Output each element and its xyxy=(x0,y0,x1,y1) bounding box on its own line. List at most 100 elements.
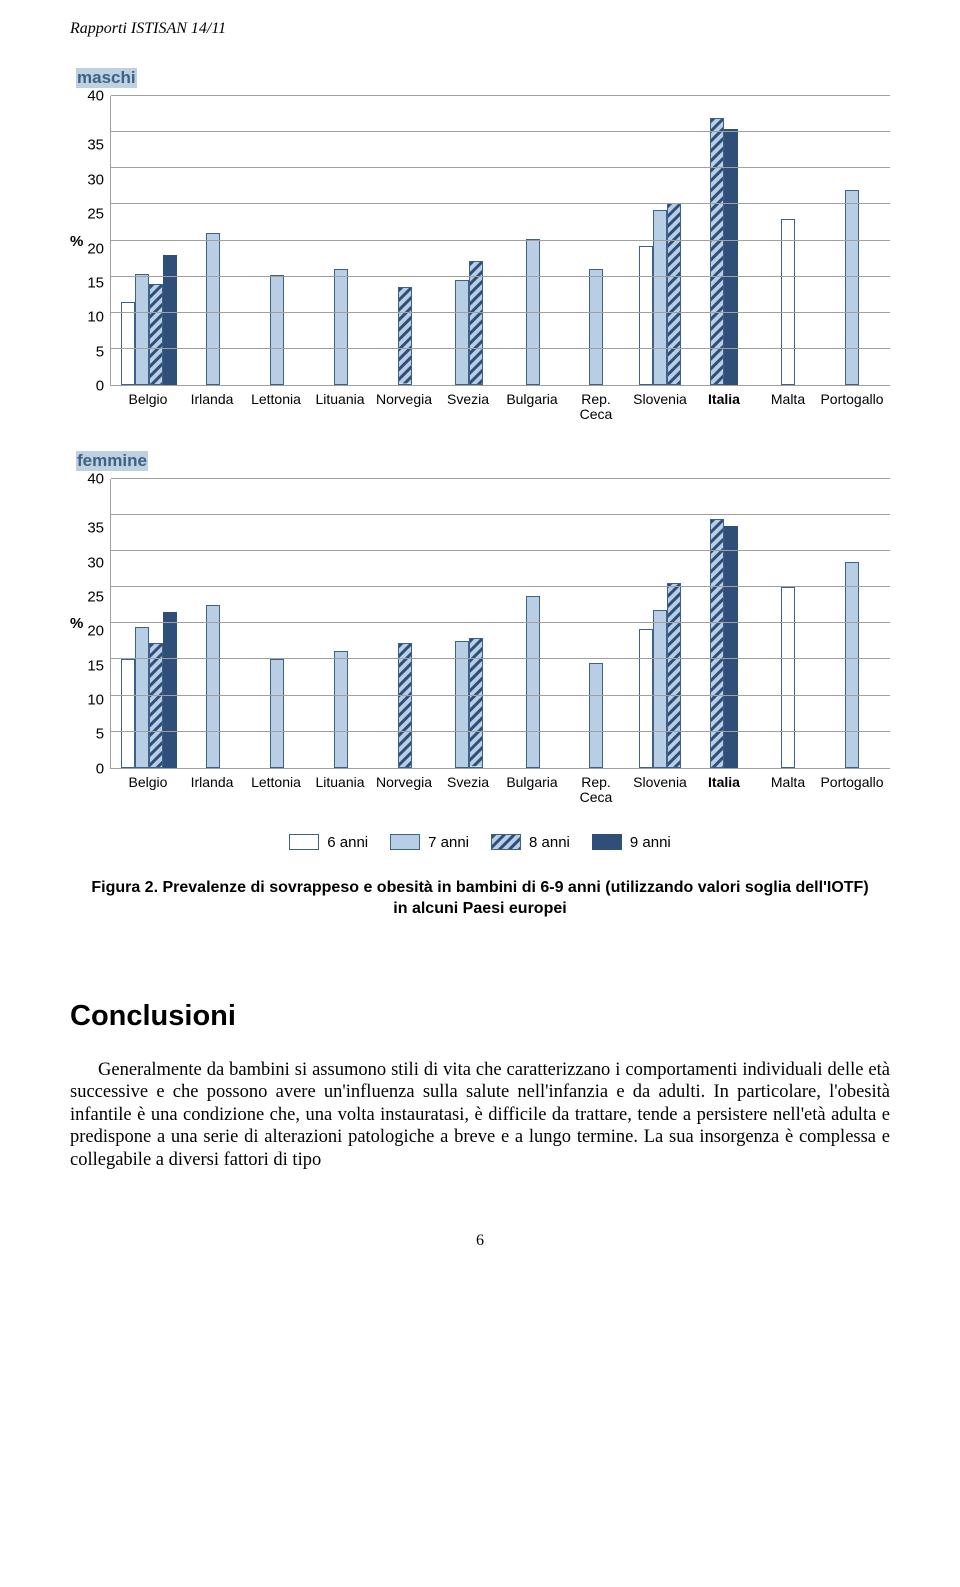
x-label: Lettonia xyxy=(244,775,308,806)
bar-group xyxy=(820,96,884,385)
bar-group xyxy=(564,96,628,385)
y-tick: 0 xyxy=(87,761,104,776)
bar xyxy=(781,219,795,385)
chart-maschi: maschi % 4035302520151050 BelgioIrlandaL… xyxy=(70,68,890,423)
y-ticks: 4035302520151050 xyxy=(87,96,110,386)
y-tick: 40 xyxy=(87,89,104,104)
bar xyxy=(781,587,795,768)
bar xyxy=(589,663,603,768)
y-tick: 15 xyxy=(87,275,104,290)
x-labels-femmine: BelgioIrlandaLettoniaLituaniaNorvegiaSve… xyxy=(110,775,890,806)
y-tick: 35 xyxy=(87,521,104,536)
bar xyxy=(270,659,284,767)
bar-group xyxy=(756,96,820,385)
y-axis-label: % xyxy=(70,233,83,250)
bar xyxy=(667,203,681,385)
bar xyxy=(135,274,149,385)
chart-maschi-label: maschi xyxy=(76,68,137,88)
gridline xyxy=(111,203,890,204)
bar xyxy=(589,269,603,385)
page-number: 6 xyxy=(70,1232,890,1250)
bar xyxy=(121,302,135,385)
x-label: Lituania xyxy=(308,392,372,423)
bar-group xyxy=(756,479,820,768)
gridline xyxy=(111,586,890,587)
x-label: Belgio xyxy=(116,392,180,423)
bar-group xyxy=(245,479,309,768)
bar-group xyxy=(820,479,884,768)
bar-group xyxy=(692,96,756,385)
bar xyxy=(845,562,859,768)
bar xyxy=(398,287,412,385)
y-axis-label: % xyxy=(70,615,83,632)
bar-group xyxy=(628,479,692,768)
gridline xyxy=(111,348,890,349)
bar xyxy=(121,659,135,767)
x-label: Rep.Ceca xyxy=(564,392,628,423)
page-header: Rapporti ISTISAN 14/11 xyxy=(70,20,890,38)
bar xyxy=(149,284,163,385)
conclusions-paragraph: Generalmente da bambini si assumono stil… xyxy=(70,1059,890,1172)
y-tick: 20 xyxy=(87,624,104,639)
bar xyxy=(845,190,859,385)
x-label: Slovenia xyxy=(628,392,692,423)
gridline xyxy=(111,276,890,277)
gridline xyxy=(111,658,890,659)
gridline xyxy=(111,240,890,241)
x-label: Lettonia xyxy=(244,392,308,423)
gridline xyxy=(111,695,890,696)
bar-group xyxy=(309,479,373,768)
gridline xyxy=(111,731,890,732)
legend-label: 8 anni xyxy=(529,834,570,851)
bar xyxy=(639,246,653,385)
legend-label: 9 anni xyxy=(630,834,671,851)
bar-group xyxy=(117,479,181,768)
y-ticks: 4035302520151050 xyxy=(87,479,110,769)
x-label: Bulgaria xyxy=(500,775,564,806)
legend-label: 6 anni xyxy=(327,834,368,851)
x-label: Malta xyxy=(756,775,820,806)
gridline xyxy=(111,622,890,623)
y-tick: 25 xyxy=(87,589,104,604)
bar xyxy=(149,643,163,768)
x-label: Portogallo xyxy=(820,392,884,423)
x-label: Belgio xyxy=(116,775,180,806)
bar-group xyxy=(181,96,245,385)
bar xyxy=(455,641,469,768)
x-label: Portogallo xyxy=(820,775,884,806)
chart-femmine-label: femmine xyxy=(76,451,148,471)
bar xyxy=(639,629,653,768)
bar-group xyxy=(309,96,373,385)
x-label: Norvegia xyxy=(372,392,436,423)
x-labels-maschi: BelgioIrlandaLettoniaLituaniaNorvegiaSve… xyxy=(110,392,890,423)
bar xyxy=(710,118,724,385)
legend-item: 8 anni xyxy=(491,834,570,851)
x-label: Svezia xyxy=(436,392,500,423)
y-tick: 10 xyxy=(87,310,104,325)
gridline xyxy=(111,167,890,168)
legend-swatch xyxy=(289,834,319,850)
bar-group xyxy=(373,479,437,768)
bar-group xyxy=(628,96,692,385)
y-tick: 15 xyxy=(87,658,104,673)
y-tick: 20 xyxy=(87,241,104,256)
y-tick: 5 xyxy=(87,344,104,359)
y-tick: 0 xyxy=(87,379,104,394)
y-tick: 25 xyxy=(87,207,104,222)
gridline xyxy=(111,550,890,551)
x-label: Bulgaria xyxy=(500,392,564,423)
bar-group xyxy=(501,479,565,768)
bar xyxy=(163,255,177,385)
figure-caption: Figura 2. Prevalenze di sovrappeso e obe… xyxy=(90,877,870,920)
x-label: Svezia xyxy=(436,775,500,806)
x-label: Italia xyxy=(692,775,756,806)
bar xyxy=(455,280,469,385)
bar xyxy=(334,651,348,768)
x-label: Rep.Ceca xyxy=(564,775,628,806)
legend-item: 9 anni xyxy=(592,834,671,851)
legend-swatch xyxy=(592,834,622,850)
bar xyxy=(469,261,483,385)
gridline xyxy=(111,478,890,479)
x-label: Lituania xyxy=(308,775,372,806)
bar-group xyxy=(117,96,181,385)
